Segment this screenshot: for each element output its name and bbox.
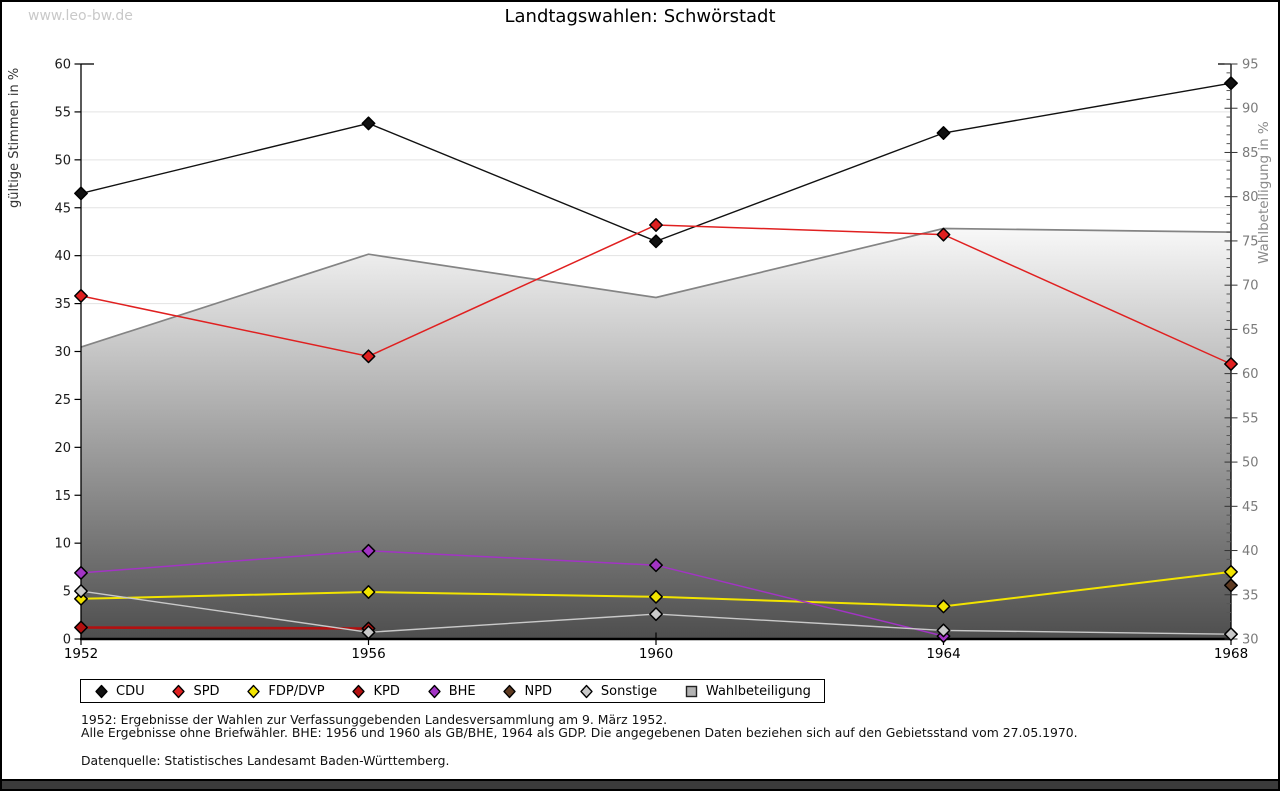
svg-text:35: 35	[54, 297, 71, 312]
legend-label: NPD	[524, 683, 553, 699]
svg-text:25: 25	[54, 393, 71, 408]
legend-label: SPD	[193, 683, 220, 699]
left-axis-title: gültige Stimmen in %	[7, 68, 22, 208]
svg-text:15: 15	[54, 489, 71, 504]
legend-item-kpd: KPD	[351, 683, 400, 699]
svg-text:65: 65	[1242, 323, 1259, 338]
legend-item-npd: NPD	[502, 684, 552, 699]
svg-text:45: 45	[1242, 500, 1259, 515]
svg-text:30: 30	[1242, 633, 1259, 648]
footnote-line-1: 1952: Ergebnisse der Wahlen zur Verfassu…	[81, 712, 668, 727]
legend-diamond-icon	[352, 684, 366, 698]
legend-item-spd: SPD	[171, 683, 220, 699]
svg-text:55: 55	[54, 105, 71, 120]
svg-text:40: 40	[1242, 544, 1259, 559]
chart-canvas: 1952 1956 1960 1964 1968 0 5 10 15 20 25 30 35 40 45 50…	[2, 2, 1278, 674]
wahlbeteiligung-border	[80, 227, 1232, 348]
footnote-source: Datenquelle: Statistisches Landesamt Bad…	[81, 753, 450, 768]
legend-diamond-icon	[172, 684, 186, 698]
svg-text:1960: 1960	[639, 646, 673, 662]
series-spd	[74, 218, 1238, 371]
svg-text:85: 85	[1242, 146, 1259, 161]
wahlbeteiligung-area	[81, 228, 1231, 639]
svg-text:50: 50	[1242, 456, 1259, 471]
svg-text:50: 50	[54, 153, 71, 168]
window-bottom-edge	[2, 779, 1278, 789]
footnote-line-2: Alle Ergebnisse ohne Briefwähler. BHE: 1…	[81, 725, 1078, 740]
svg-text:95: 95	[1242, 58, 1259, 73]
svg-text:5: 5	[63, 585, 71, 600]
svg-text:1952: 1952	[64, 646, 98, 662]
legend-area-swatch	[685, 685, 698, 697]
chart-legend: CDU SPD FDP/DVP KPD BHE NPD Sonstige Wahlbeteil…	[80, 679, 825, 703]
legend-diamond-icon	[580, 684, 593, 698]
series-npd	[1224, 578, 1238, 593]
svg-text:1964: 1964	[926, 646, 960, 662]
svg-text:80: 80	[1242, 190, 1259, 205]
legend-item-bhe: BHE	[427, 684, 476, 699]
svg-text:0: 0	[63, 633, 71, 648]
svg-text:90: 90	[1242, 102, 1259, 117]
svg-text:1968: 1968	[1214, 646, 1248, 662]
legend-diamond-icon	[428, 684, 441, 698]
svg-text:60: 60	[1242, 367, 1259, 382]
svg-text:40: 40	[54, 249, 71, 264]
svg-text:60: 60	[54, 58, 71, 73]
page-title: Landtagswahlen: Schwörstadt	[504, 6, 776, 27]
legend-label: BHE	[448, 683, 476, 699]
legend-item-wahlbeteiligung: Wahlbeteiligung	[684, 684, 811, 699]
series-fdp-dvp	[74, 564, 1238, 614]
legend-diamond-icon	[247, 684, 261, 698]
legend-diamond-icon	[95, 684, 108, 698]
legend-label: Sonstige	[600, 683, 658, 699]
legend-label: KPD	[373, 683, 400, 699]
svg-text:10: 10	[54, 537, 71, 552]
svg-text:20: 20	[54, 441, 71, 456]
series-sonstige	[74, 584, 1238, 642]
svg-text:55: 55	[1242, 411, 1259, 426]
svg-text:30: 30	[54, 345, 71, 360]
svg-text:35: 35	[1242, 588, 1259, 603]
svg-text:1956: 1956	[351, 646, 385, 662]
right-axis-title: Wahlbeteiligung in %	[1256, 121, 1272, 264]
legend-label: FDP/DVP	[268, 683, 325, 699]
series-cdu	[74, 76, 1238, 249]
legend-item-cdu: CDU	[94, 684, 145, 699]
legend-diamond-icon	[503, 684, 517, 698]
legend-item-fdp-dvp: FDP/DVP	[246, 683, 325, 699]
legend-label: Wahlbeteiligung	[705, 683, 811, 699]
svg-text:70: 70	[1242, 279, 1259, 294]
legend-item-sonstige: Sonstige	[579, 684, 657, 699]
site-watermark: www.leo-bw.de	[28, 8, 133, 24]
svg-text:75: 75	[1242, 234, 1259, 249]
svg-text:45: 45	[54, 201, 71, 216]
legend-label: CDU	[116, 683, 145, 699]
